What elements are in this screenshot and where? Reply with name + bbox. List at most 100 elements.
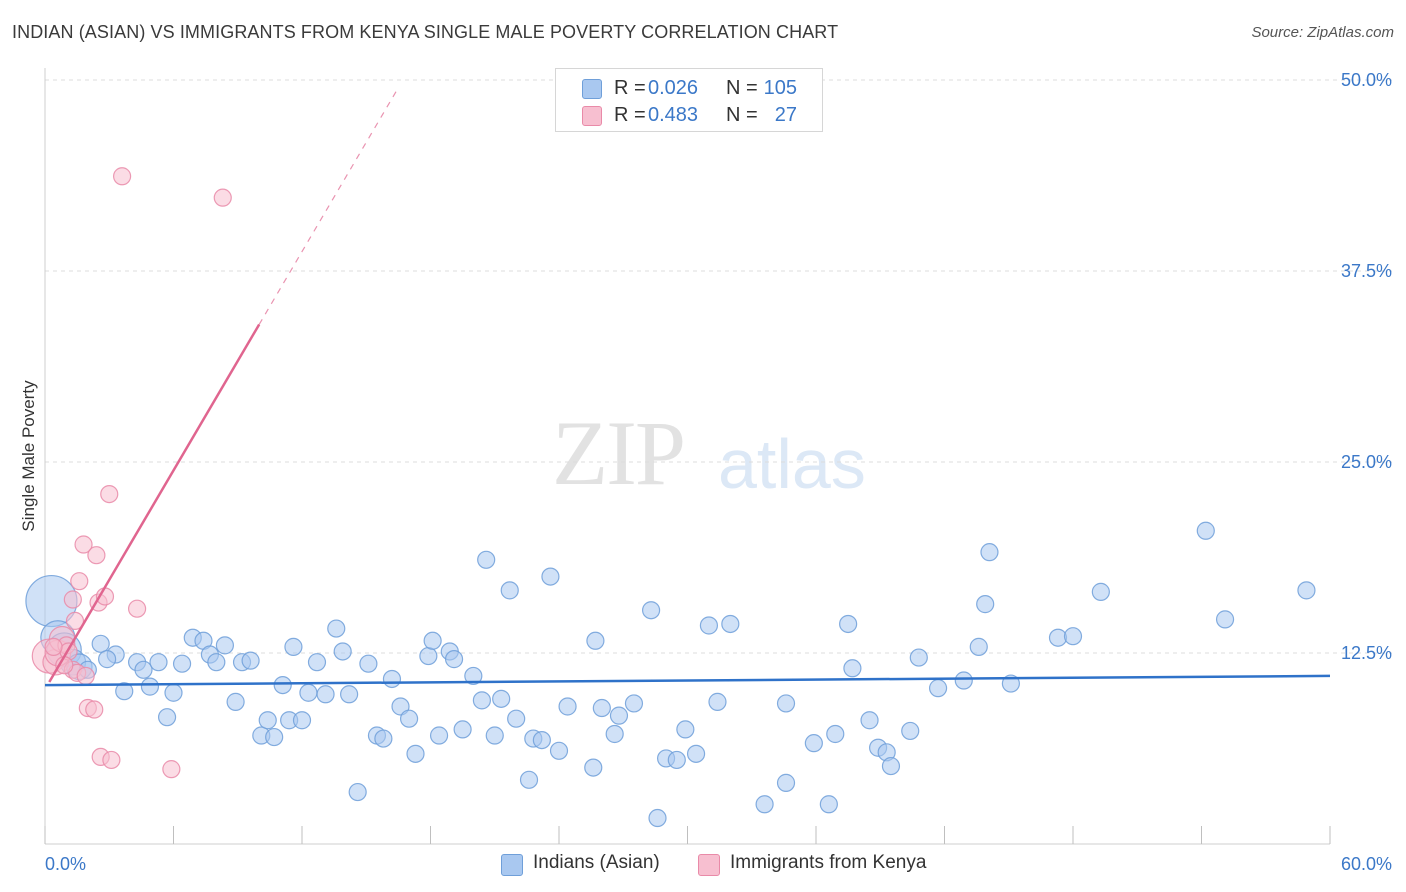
indians-asian-point: [519, 770, 539, 789]
indians-asian-point: [399, 709, 419, 728]
kenya-trend-extension: [258, 87, 399, 325]
x-tick-label-min: 0.0%: [45, 854, 86, 874]
legend-r-label: R =: [614, 104, 646, 126]
indians-asian-point: [444, 650, 464, 669]
legend-swatch-blue: [582, 79, 602, 99]
indians-asian-point: [500, 581, 519, 600]
indians-asian-points: [25, 521, 1316, 828]
watermark-zip: ZIP: [552, 402, 686, 504]
indians-asian-point: [624, 694, 644, 713]
indians-asian-point: [586, 631, 605, 650]
indians-asian-point: [721, 614, 740, 634]
kenya-point: [44, 637, 63, 656]
indians-asian-point: [327, 619, 346, 638]
kenya-trend-line: [48, 323, 261, 683]
legend-n-value: 27: [774, 104, 797, 126]
indians-asian-point: [549, 741, 569, 760]
kenya-point: [63, 590, 82, 609]
indians-asian-point: [423, 631, 442, 650]
indians-asian-point: [826, 724, 845, 744]
chart-title: INDIAN (ASIAN) VS IMMIGRANTS FROM KENYA …: [12, 22, 839, 42]
y-tick-label: 37.5%: [1341, 261, 1392, 281]
kenya-point: [102, 750, 121, 770]
legend-n-label: N =: [726, 104, 758, 126]
kenya-point: [65, 611, 85, 631]
kenya-point: [74, 535, 93, 554]
indians-asian-point: [699, 616, 719, 635]
indians-asian-point: [592, 698, 611, 718]
kenya-point: [87, 546, 106, 565]
indians-asian-point: [140, 677, 160, 696]
chart-source: Source: ZipAtlas.com: [1251, 24, 1394, 41]
indians-asian-point: [686, 744, 706, 763]
indians-asian-point: [284, 637, 303, 656]
indians-asian-point: [472, 691, 491, 710]
indians-asian-point: [839, 614, 858, 634]
indians-asian-point: [928, 679, 948, 698]
indians-asian-point: [241, 651, 260, 670]
indians-asian-point: [359, 654, 378, 673]
kenya-point: [85, 700, 104, 719]
indians-asian-trend-line: [44, 674, 1331, 687]
indians-asian-point: [976, 595, 995, 614]
axis-layer: [44, 68, 1331, 845]
indians-asian-point: [1048, 628, 1068, 647]
indians-asian-point: [609, 706, 629, 725]
indians-asian-point: [708, 692, 727, 711]
indians-asian-point: [860, 711, 879, 730]
indians-asian-point: [157, 708, 177, 727]
indians-asian-point: [316, 685, 335, 704]
indians-asian-point: [676, 720, 695, 739]
legend-r-value: 0.483: [648, 104, 699, 126]
kenya-point: [112, 167, 132, 186]
indians-asian-point: [215, 636, 234, 655]
indians-asian-point: [340, 685, 359, 704]
indians-asian-point: [605, 724, 624, 744]
indians-asian-point: [273, 675, 292, 695]
indians-asian-point: [98, 650, 117, 669]
indians-asian-point: [333, 642, 352, 661]
kenya-point: [76, 666, 95, 686]
indians-asian-point: [258, 711, 277, 730]
indians-asian-point: [954, 671, 973, 690]
indians-asian-point: [149, 653, 168, 672]
bottom-legend-label: Indians (Asian): [533, 852, 660, 873]
trend-lines: [44, 87, 1331, 687]
y-axis-label: Single Male Poverty: [19, 380, 38, 532]
indians-asian-point: [207, 653, 226, 672]
y-tick-label: 12.5%: [1341, 643, 1392, 663]
indians-asian-point: [1091, 582, 1110, 601]
indians-asian-point: [164, 683, 183, 702]
indians-asian-point: [485, 726, 504, 745]
indians-asian-point: [1196, 521, 1215, 540]
indians-asian-point: [429, 726, 449, 745]
indians-asian-point: [558, 697, 577, 716]
indians-asian-point: [307, 653, 327, 672]
indians-asian-point: [134, 660, 153, 679]
indians-asian-point: [909, 648, 928, 667]
indians-asian-point: [881, 756, 901, 776]
indians-asian-point: [541, 567, 560, 586]
y-tick-label: 50.0%: [1341, 70, 1392, 90]
kenya-points: [31, 167, 232, 779]
legend-r-value: 0.026: [648, 77, 699, 99]
indians-asian-point: [348, 782, 367, 802]
indians-asian-point: [776, 694, 796, 713]
bottom-legend-swatch-pink: [698, 854, 720, 876]
indians-asian-point: [172, 654, 192, 673]
indians-asian-point: [299, 683, 318, 702]
indians-asian-point: [374, 729, 393, 748]
indians-asian-point: [980, 543, 999, 562]
legend-swatch-pink: [582, 106, 602, 126]
indians-asian-point: [584, 758, 603, 777]
legend-n-value: 105: [763, 77, 797, 99]
indians-asian-point: [464, 666, 483, 686]
indians-asian-point: [91, 634, 110, 653]
indians-asian-point: [804, 734, 823, 753]
indians-asian-point: [115, 682, 134, 701]
indians-asian-point: [1297, 581, 1316, 600]
indians-asian-point: [492, 689, 511, 708]
indians-asian-point: [507, 709, 526, 728]
indians-asian-point: [819, 795, 838, 814]
